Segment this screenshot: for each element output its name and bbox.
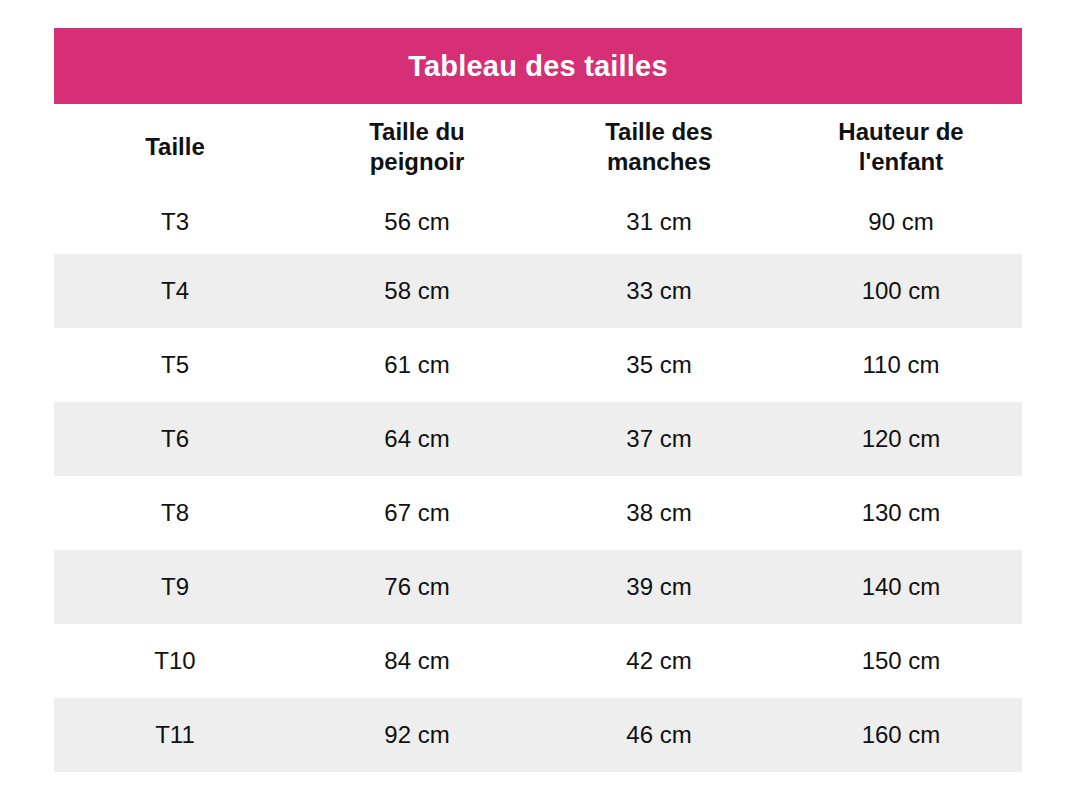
table-cell: 39 cm [538, 573, 780, 601]
table-row: T664 cm37 cm120 cm [54, 402, 1022, 476]
table-cell: T6 [54, 425, 296, 453]
table-cell: 140 cm [780, 573, 1022, 601]
table-cell: 110 cm [780, 351, 1022, 379]
table-cell: 35 cm [538, 351, 780, 379]
table-cell: T4 [54, 277, 296, 305]
table-cell: T11 [54, 721, 296, 749]
size-table: Tableau des tailles Taille Taille du pei… [54, 28, 1022, 772]
table-cell: 64 cm [296, 425, 538, 453]
table-cell: T8 [54, 499, 296, 527]
table-row: T1084 cm42 cm150 cm [54, 624, 1022, 698]
table-row: T1192 cm46 cm160 cm [54, 698, 1022, 772]
table-cell: 67 cm [296, 499, 538, 527]
table-cell: 37 cm [538, 425, 780, 453]
table-cell: 61 cm [296, 351, 538, 379]
table-cell: 46 cm [538, 721, 780, 749]
table-cell: T10 [54, 647, 296, 675]
table-cell: 42 cm [538, 647, 780, 675]
table-cell: 150 cm [780, 647, 1022, 675]
table-cell: 100 cm [780, 277, 1022, 305]
table-cell: 84 cm [296, 647, 538, 675]
table-cell: 130 cm [780, 499, 1022, 527]
column-header-taille-peignoir: Taille du peignoir [296, 117, 538, 177]
table-cell: 58 cm [296, 277, 538, 305]
table-cell: T3 [54, 208, 296, 236]
table-cell: T5 [54, 351, 296, 379]
column-header-taille: Taille [54, 132, 296, 162]
column-header-hauteur-enfant: Hauteur de l'enfant [780, 117, 1022, 177]
table-cell: 120 cm [780, 425, 1022, 453]
table-header-row: Taille Taille du peignoir Taille des man… [54, 104, 1022, 190]
table-row: T867 cm38 cm130 cm [54, 476, 1022, 550]
table-cell: 92 cm [296, 721, 538, 749]
column-header-taille-manches: Taille des manches [538, 117, 780, 177]
table-cell: 56 cm [296, 208, 538, 236]
table-cell: 160 cm [780, 721, 1022, 749]
table-title-bar: Tableau des tailles [54, 28, 1022, 104]
table-cell: T9 [54, 573, 296, 601]
table-title: Tableau des tailles [408, 50, 668, 83]
table-cell: 76 cm [296, 573, 538, 601]
table-cell: 90 cm [780, 208, 1022, 236]
page: Tableau des tailles Taille Taille du pei… [0, 0, 1076, 810]
table-cell: 33 cm [538, 277, 780, 305]
table-cell: 38 cm [538, 499, 780, 527]
table-row: T561 cm35 cm110 cm [54, 328, 1022, 402]
table-cell: 31 cm [538, 208, 780, 236]
table-row: T976 cm39 cm140 cm [54, 550, 1022, 624]
table-row: T356 cm31 cm90 cm [54, 190, 1022, 254]
table-body: T356 cm31 cm90 cmT458 cm33 cm100 cmT561 … [54, 190, 1022, 772]
table-row: T458 cm33 cm100 cm [54, 254, 1022, 328]
